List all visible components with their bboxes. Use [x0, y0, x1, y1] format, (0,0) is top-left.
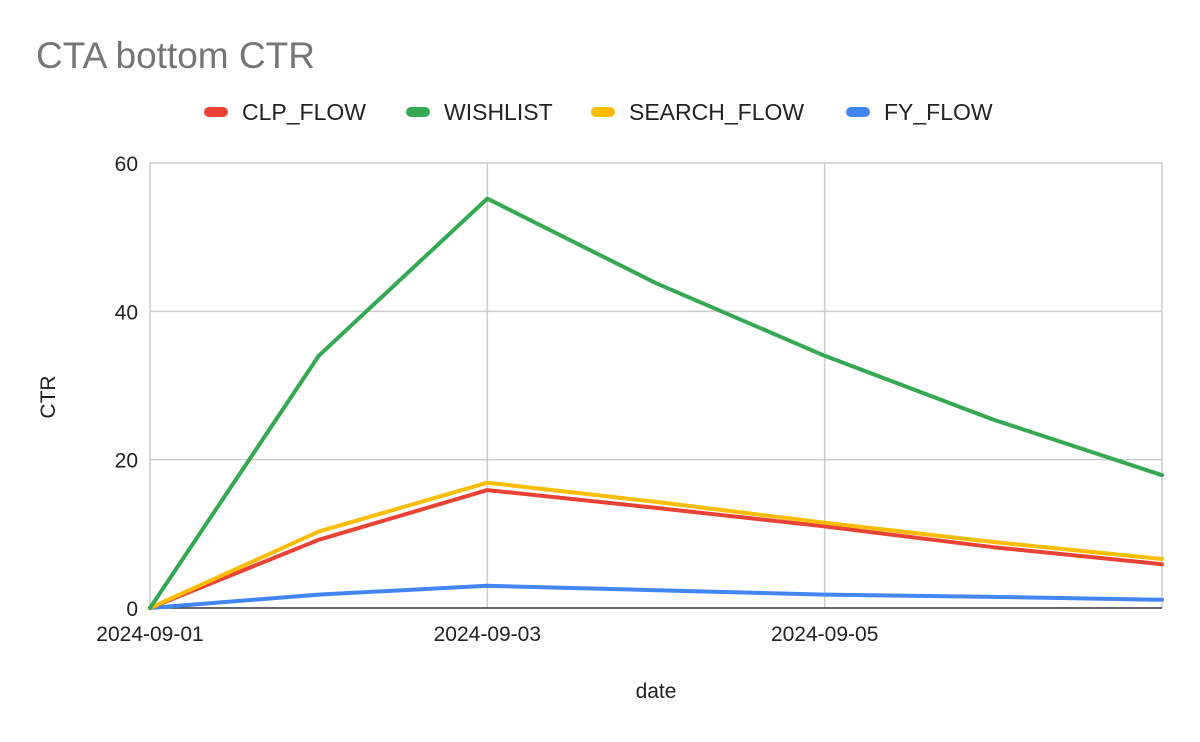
chart-legend: CLP_FLOW WISHLIST SEARCH_FLOW FY_FLOW [204, 99, 993, 125]
x-tick-label: 2024-09-01 [96, 623, 203, 646]
y-axis-title: CTR [37, 375, 60, 418]
y-tick-label: 20 [115, 450, 138, 473]
legend-label: FY_FLOW [884, 99, 993, 125]
chart-grid [149, 162, 1163, 609]
x-tick-label: 2024-09-05 [771, 623, 878, 646]
series-line-fy-flow [148, 583, 1164, 610]
legend-label: SEARCH_FLOW [629, 99, 804, 125]
series-line-wishlist [148, 196, 1164, 610]
legend-item-wishlist: WISHLIST [406, 99, 553, 125]
legend-swatch [846, 107, 870, 117]
legend-item-fy-flow: FY_FLOW [846, 99, 993, 125]
series-line-clp-flow [148, 488, 1164, 610]
legend-item-search-flow: SEARCH_FLOW [591, 99, 804, 125]
y-axis-ticks: 0 20 40 60 [115, 153, 138, 621]
series-line-search-flow [148, 480, 1164, 610]
y-tick-label: 60 [115, 153, 138, 176]
x-axis-ticks: 2024-09-01 2024-09-03 2024-09-05 [96, 623, 878, 646]
legend-swatch [591, 107, 615, 117]
legend-label: WISHLIST [444, 99, 553, 125]
y-tick-label: 0 [126, 598, 138, 621]
chart-title: CTA bottom CTR [36, 35, 315, 76]
legend-label: CLP_FLOW [242, 99, 366, 125]
legend-item-clp-flow: CLP_FLOW [204, 99, 366, 125]
legend-swatch [204, 107, 228, 117]
chart-series [148, 196, 1164, 610]
y-tick-label: 40 [115, 301, 138, 324]
x-tick-label: 2024-09-03 [434, 623, 541, 646]
x-axis-title: date [636, 680, 677, 703]
legend-swatch [406, 107, 430, 117]
